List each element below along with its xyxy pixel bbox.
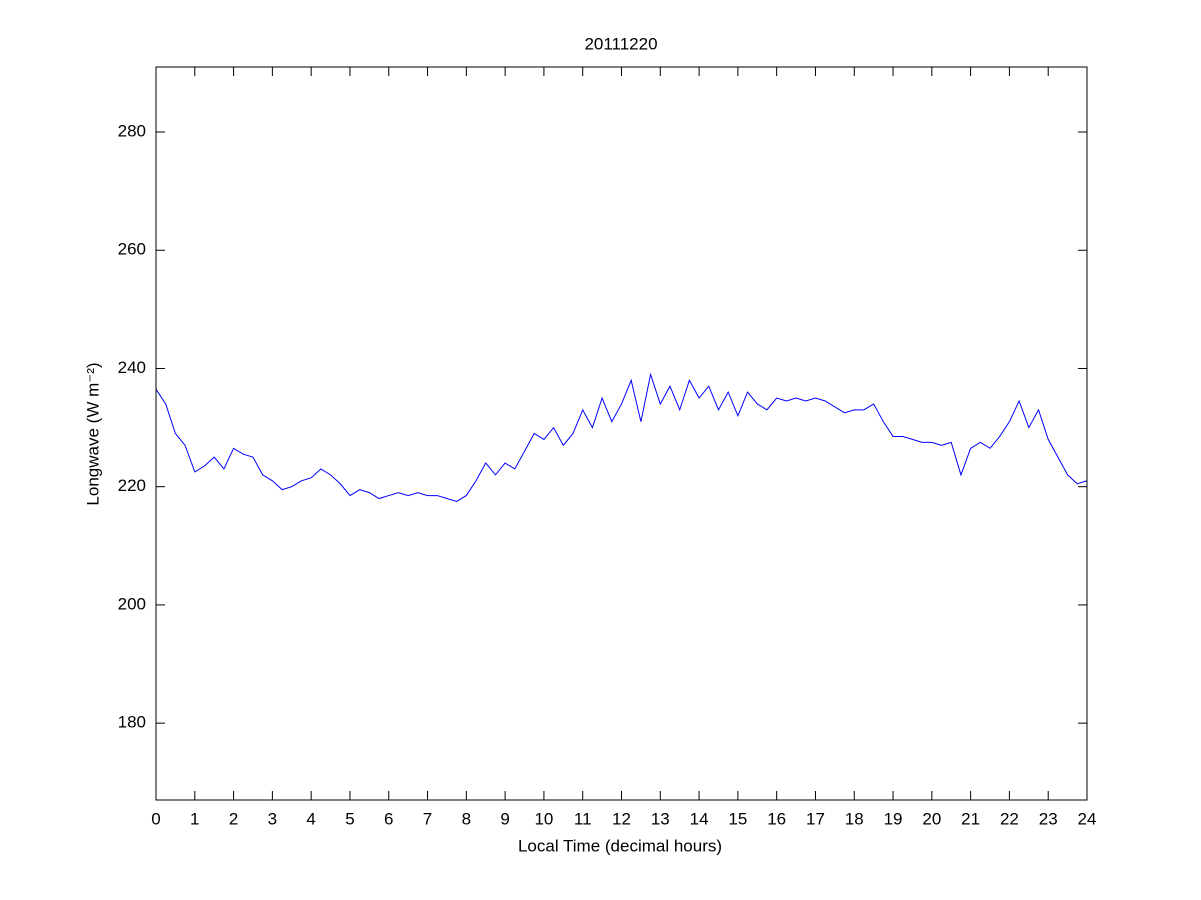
x-tick-label: 14 [690, 809, 709, 828]
x-tick-label: 10 [534, 809, 553, 828]
y-tick-label: 280 [118, 122, 146, 141]
x-tick-label: 7 [423, 809, 432, 828]
chart-title: 20111220 [584, 34, 657, 53]
y-tick-label: 220 [118, 476, 146, 495]
x-tick-label: 23 [1039, 809, 1058, 828]
x-axis-label: Local Time (decimal hours) [518, 836, 722, 855]
x-tick-label: 1 [190, 809, 199, 828]
x-tick-label: 5 [345, 809, 354, 828]
y-tick-label: 240 [118, 358, 146, 377]
x-tick-label: 6 [384, 809, 393, 828]
y-tick-label: 260 [118, 240, 146, 259]
x-tick-label: 12 [612, 809, 631, 828]
y-axis-label: Longwave (W m⁻²) [83, 362, 102, 505]
x-tick-label: 22 [1000, 809, 1019, 828]
x-tick-label: 20 [922, 809, 941, 828]
x-tick-label: 21 [961, 809, 980, 828]
x-tick-label: 11 [574, 809, 592, 828]
x-tick-label: 16 [767, 809, 786, 828]
y-tick-label: 180 [118, 713, 146, 732]
x-tick-label: 19 [884, 809, 903, 828]
x-tick-label: 18 [845, 809, 864, 828]
plot-frame [155, 66, 1088, 801]
x-tick-label: 15 [728, 809, 747, 828]
x-tick-label: 2 [229, 809, 238, 828]
x-tick-label: 3 [268, 809, 277, 828]
x-tick-label: 9 [500, 809, 509, 828]
x-tick-label: 17 [806, 809, 825, 828]
x-tick-label: 4 [306, 809, 315, 828]
x-tick-label: 24 [1078, 809, 1097, 828]
x-tick-label: 13 [651, 809, 670, 828]
data-line [155, 372, 1088, 503]
x-tick-label: 8 [462, 809, 471, 828]
x-tick-label: 0 [151, 809, 160, 828]
y-tick-label: 200 [118, 594, 146, 613]
